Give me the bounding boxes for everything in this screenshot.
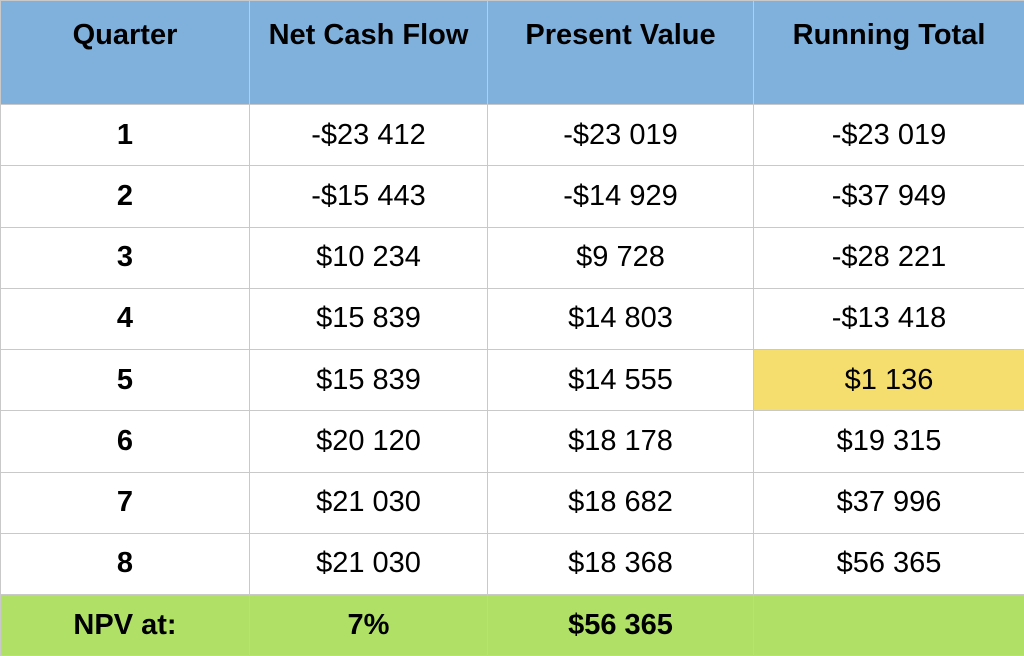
cell-present-value: $18 368 xyxy=(487,532,754,596)
table-row: 1 -$23 412 -$23 019 -$23 019 xyxy=(0,103,1024,167)
cell-running-total: -$37 949 xyxy=(753,165,1024,228)
table-row: 3 $10 234 $9 728 -$28 221 xyxy=(0,226,1024,289)
npv-rate: 7% xyxy=(249,594,488,656)
cell-quarter: 8 xyxy=(0,532,250,596)
table-row: 7 $21 030 $18 682 $37 996 xyxy=(0,471,1024,534)
table-row: 8 $21 030 $18 368 $56 365 xyxy=(0,532,1024,596)
cell-net-cash-flow: -$23 412 xyxy=(249,103,488,167)
cell-running-total: $37 996 xyxy=(753,471,1024,534)
table-body: 1 -$23 412 -$23 019 -$23 019 2 -$15 443 … xyxy=(0,103,1024,596)
cell-quarter: 6 xyxy=(0,410,250,473)
cell-present-value: $14 803 xyxy=(487,287,754,351)
cell-running-total-breakeven: $1 136 xyxy=(753,348,1024,412)
table-header: Quarter Net Cash Flow Present Value Runn… xyxy=(0,0,1024,105)
cell-present-value: $9 728 xyxy=(487,226,754,289)
cell-present-value: $18 682 xyxy=(487,471,754,534)
table-row: 2 -$15 443 -$14 929 -$37 949 xyxy=(0,165,1024,228)
cell-running-total: $56 365 xyxy=(753,532,1024,596)
cell-quarter: 3 xyxy=(0,226,250,289)
cell-net-cash-flow: $21 030 xyxy=(249,532,488,596)
cell-net-cash-flow: $10 234 xyxy=(249,226,488,289)
cell-running-total: -$13 418 xyxy=(753,287,1024,351)
cell-running-total: $19 315 xyxy=(753,410,1024,473)
cell-present-value: $18 178 xyxy=(487,410,754,473)
cell-present-value: $14 555 xyxy=(487,348,754,412)
cell-net-cash-flow: $20 120 xyxy=(249,410,488,473)
npv-row: NPV at: 7% $56 365 xyxy=(0,594,1024,656)
header-quarter: Quarter xyxy=(0,0,250,105)
cell-quarter: 5 xyxy=(0,348,250,412)
table-row: 6 $20 120 $18 178 $19 315 xyxy=(0,410,1024,473)
cell-present-value: -$14 929 xyxy=(487,165,754,228)
cell-quarter: 4 xyxy=(0,287,250,351)
header-running-total: Running Total xyxy=(753,0,1024,105)
cell-quarter: 1 xyxy=(0,103,250,167)
cell-net-cash-flow: $21 030 xyxy=(249,471,488,534)
npv-empty-cell xyxy=(753,594,1024,656)
table-row: 4 $15 839 $14 803 -$13 418 xyxy=(0,287,1024,351)
cell-quarter: 2 xyxy=(0,165,250,228)
cell-running-total: -$23 019 xyxy=(753,103,1024,167)
npv-value: $56 365 xyxy=(487,594,754,656)
table-row: 5 $15 839 $14 555 $1 136 xyxy=(0,348,1024,412)
cell-present-value: -$23 019 xyxy=(487,103,754,167)
cell-net-cash-flow: $15 839 xyxy=(249,348,488,412)
header-row: Quarter Net Cash Flow Present Value Runn… xyxy=(0,0,1024,105)
cell-quarter: 7 xyxy=(0,471,250,534)
cell-net-cash-flow: $15 839 xyxy=(249,287,488,351)
npv-label: NPV at: xyxy=(0,594,250,656)
header-net-cash-flow: Net Cash Flow xyxy=(249,0,488,105)
cell-running-total: -$28 221 xyxy=(753,226,1024,289)
table-footer: NPV at: 7% $56 365 xyxy=(0,594,1024,656)
header-present-value: Present Value xyxy=(487,0,754,105)
cell-net-cash-flow: -$15 443 xyxy=(249,165,488,228)
